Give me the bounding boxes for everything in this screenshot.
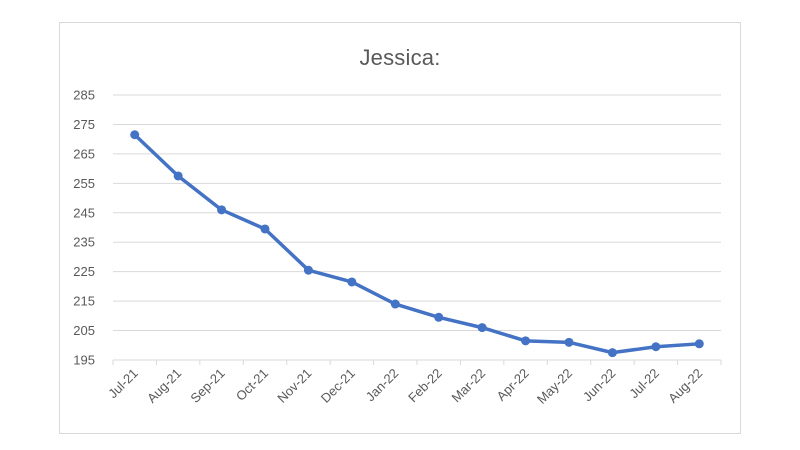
data-point-Jan-22 [390, 299, 400, 309]
x-axis-ticks: Jul-21 Aug-21 Sep-21 Oct-21 Nov-21 Dec-21 Jan-… [105, 366, 705, 407]
gridlines [113, 94, 721, 332]
y-tick-label: 275 [73, 117, 95, 132]
x-axis [112, 359, 722, 365]
y-tick-label: 235 [73, 235, 95, 250]
x-tick-label: Jul-21 [105, 366, 141, 402]
y-axis-ticks: 195 205 215 225 235 245 255 265 275 285 [73, 88, 95, 368]
x-tick-label: Aug-22 [665, 366, 705, 406]
x-tick-label: Nov-21 [274, 366, 314, 406]
data-point-Jun-22 [607, 348, 617, 358]
y-tick-label: 265 [73, 146, 95, 161]
x-tick-label: Dec-21 [318, 366, 358, 406]
data-point-Feb-22 [434, 312, 444, 322]
x-tick-label: Jan-22 [363, 366, 402, 405]
x-tick-label: Feb-22 [405, 366, 445, 406]
data-point-May-22 [564, 337, 574, 347]
data-point-Sep-21 [217, 205, 227, 215]
x-tick-label: Aug-21 [144, 366, 184, 406]
data-point-Jul-21 [130, 130, 140, 140]
chart-title: Jessica: [359, 45, 441, 70]
y-tick-label: 205 [73, 323, 95, 338]
x-tick-label: Mar-22 [449, 366, 489, 406]
series-layer [130, 130, 704, 358]
series-line [132, 133, 702, 355]
x-tick-label: Sep-21 [187, 366, 227, 406]
x-tick-label: May-22 [534, 366, 575, 407]
data-point-Aug-21 [173, 171, 183, 181]
y-tick-label: 225 [73, 264, 95, 279]
y-tick-label: 215 [73, 294, 95, 309]
data-point-Nov-21 [303, 265, 313, 275]
data-point-Aug-22 [694, 339, 704, 349]
data-point-Jul-22 [651, 342, 661, 352]
y-tick-label: 195 [73, 353, 95, 368]
y-tick-label: 245 [73, 205, 95, 220]
y-tick-label: 285 [73, 88, 95, 103]
y-tick-label: 255 [73, 176, 95, 191]
chart-frame [59, 22, 741, 434]
data-point-Mar-22 [477, 323, 487, 333]
x-tick-label: Apr-22 [493, 366, 531, 404]
data-point-Apr-22 [521, 336, 531, 346]
x-tick-label: Jun-22 [580, 366, 619, 405]
x-tick-label: Jul-22 [626, 366, 662, 402]
data-point-Oct-21 [260, 224, 270, 234]
x-tick-label: Oct-21 [233, 366, 271, 404]
data-point-Dec-21 [347, 277, 357, 287]
